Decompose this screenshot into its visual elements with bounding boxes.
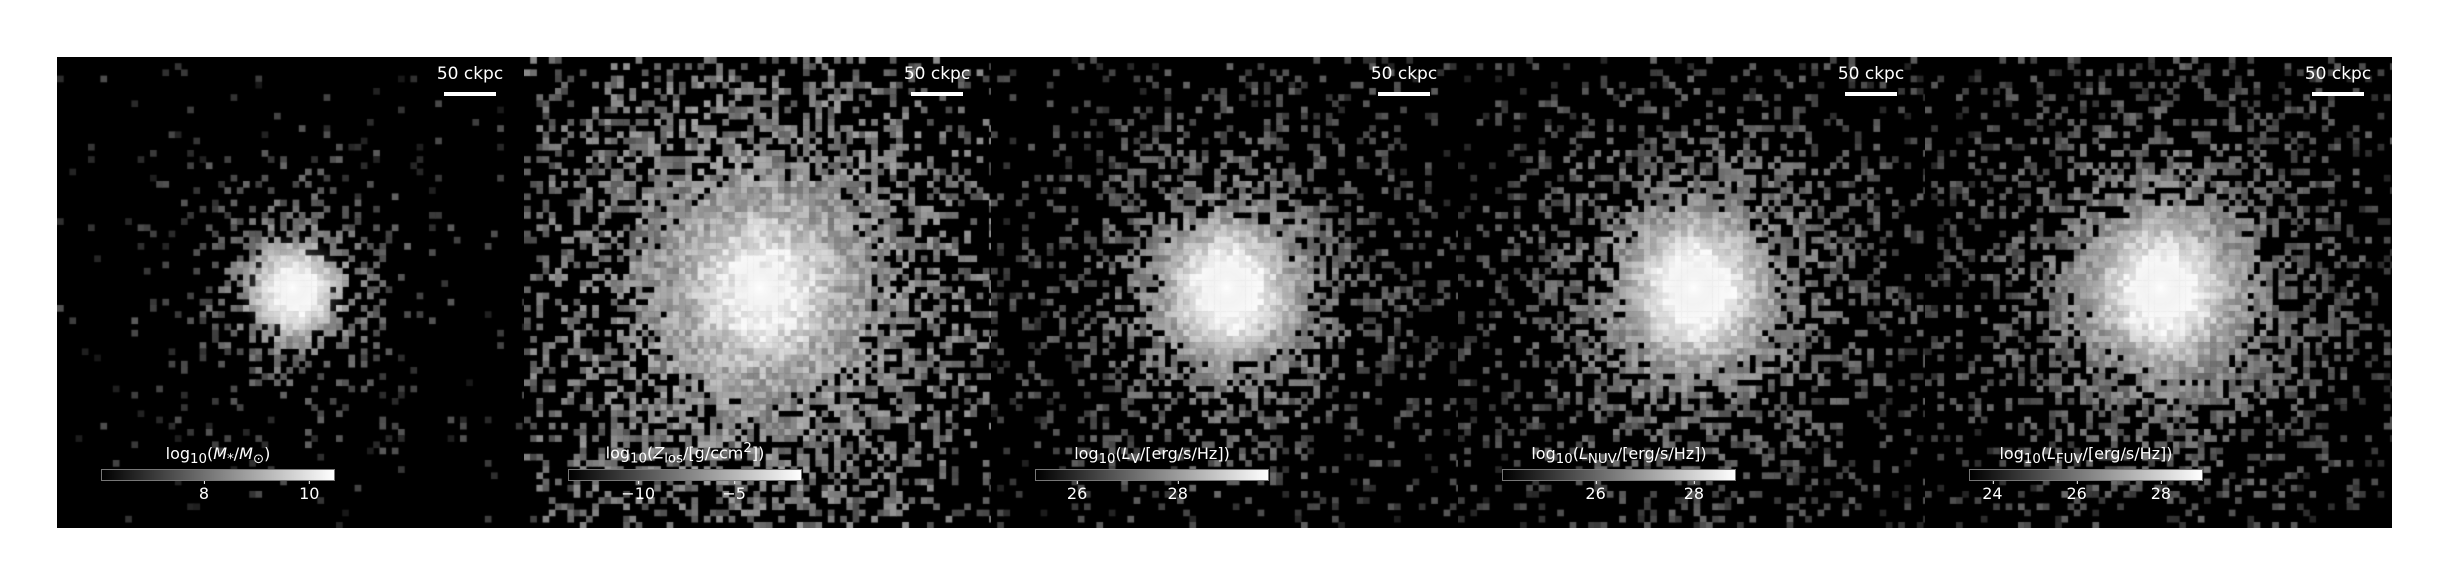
scale-bar: 50 ckpc — [430, 64, 510, 96]
scale-bar-label: 50 ckpc — [1364, 64, 1444, 84]
colorbar-ticks: 24 26 28 — [1969, 484, 2203, 506]
scale-bar: 50 ckpc — [1831, 64, 1911, 96]
colorbar-ticks: 8 10 — [101, 484, 335, 506]
panel-nuv-luminosity: 50 ckpc log10(LNUV/[erg/s/Hz]) 26 28 — [1458, 57, 1925, 528]
scale-bar: 50 ckpc — [2298, 64, 2378, 96]
panel-stellar-mass: 50 ckpc log10(M*/M⊙) 8 10 — [57, 57, 524, 528]
scale-bar-line — [1378, 92, 1430, 96]
colorbar-tick: 8 — [199, 484, 209, 503]
colorbar-tick: 28 — [2151, 484, 2171, 503]
colorbar-label: log10(M*/M⊙) — [101, 444, 335, 467]
scale-bar-line — [911, 92, 963, 96]
panel-fuv-luminosity: 50 ckpc log10(LFUV/[erg/s/Hz]) 24 26 28 — [1925, 57, 2392, 528]
colorbar-tick: −5 — [722, 484, 746, 503]
colorbar-gradient — [1502, 469, 1736, 481]
scale-bar-label: 50 ckpc — [1831, 64, 1911, 84]
colorbar-ticks: 26 28 — [1502, 484, 1736, 506]
colorbar-tick: 24 — [1982, 484, 2002, 503]
colorbar-tick: 10 — [299, 484, 319, 503]
colorbar-tick: 26 — [1067, 484, 1087, 503]
scale-bar: 50 ckpc — [1364, 64, 1444, 96]
scale-bar-line — [2312, 92, 2364, 96]
colorbar-ticks: 26 28 — [1035, 484, 1269, 506]
panel-v-band-luminosity: 50 ckpc log10(LV/[erg/s/Hz]) 26 28 — [991, 57, 1458, 528]
colorbar-label: log10(LV/[erg/s/Hz]) — [1035, 444, 1269, 467]
colorbar-gradient — [1969, 469, 2203, 481]
colorbar-label: log10(LFUV/[erg/s/Hz]) — [1969, 444, 2203, 467]
colorbar-tick: −10 — [621, 484, 655, 503]
colorbar-label: log10(LNUV/[erg/s/Hz]) — [1502, 444, 1736, 467]
colorbar-tick: 28 — [1168, 484, 1188, 503]
scale-bar-line — [1845, 92, 1897, 96]
colorbar-ticks: −10 −5 — [568, 484, 802, 506]
scale-bar-line — [444, 92, 496, 96]
scale-bar-label: 50 ckpc — [2298, 64, 2378, 84]
colorbar-tick: 28 — [1684, 484, 1704, 503]
figure: 50 ckpc log10(M*/M⊙) 8 10 50 ckpc log10(Z… — [57, 57, 2393, 528]
colorbar-gradient — [568, 469, 802, 481]
colorbar-gradient — [1035, 469, 1269, 481]
scale-bar: 50 ckpc — [897, 64, 977, 96]
colorbar-label: log10(Zlos/[g/ccm2]) — [568, 441, 802, 467]
panel-metallicity: 50 ckpc log10(Zlos/[g/ccm2]) −10 −5 — [524, 57, 991, 528]
colorbar-tick: 26 — [1585, 484, 1605, 503]
scale-bar-label: 50 ckpc — [430, 64, 510, 84]
colorbar-gradient — [101, 469, 335, 481]
colorbar-tick: 26 — [2066, 484, 2086, 503]
scale-bar-label: 50 ckpc — [897, 64, 977, 84]
